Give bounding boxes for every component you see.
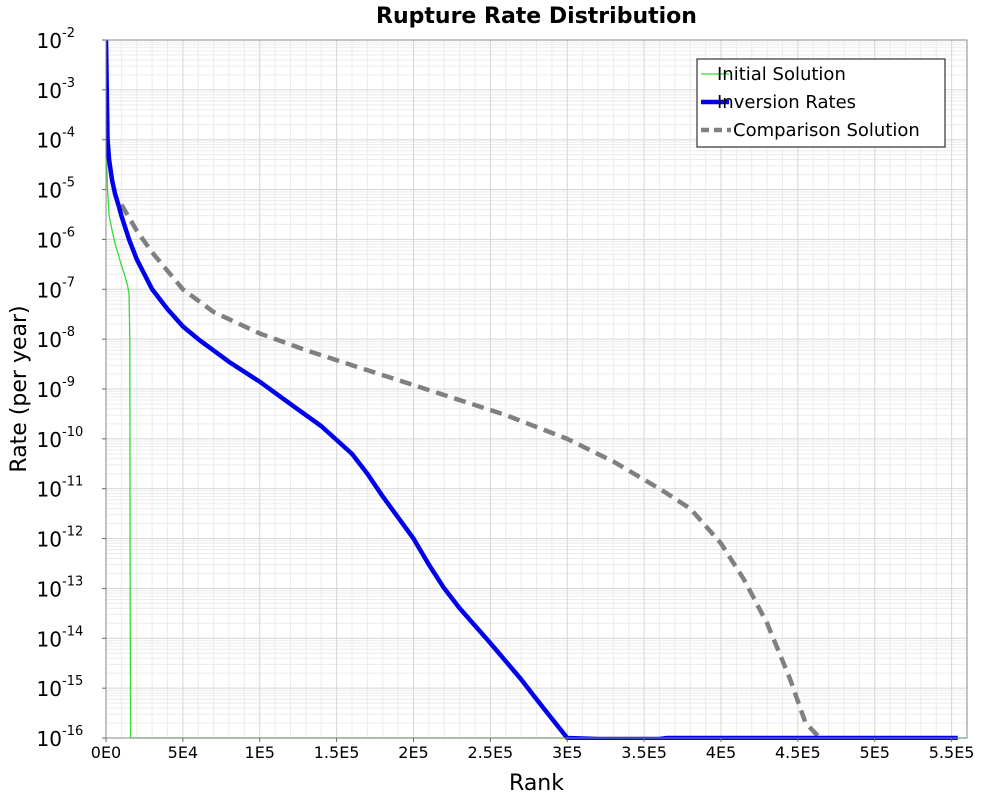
legend-label: Initial Solution	[717, 64, 846, 85]
y-tick-label: 10 -12	[37, 525, 84, 552]
y-tick-exponent: -13	[62, 574, 83, 589]
legend-item: Inversion Rates	[701, 92, 856, 113]
y-tick-label: 10 -11	[37, 475, 84, 502]
y-tick-exponent: -10	[62, 425, 83, 440]
x-tick-label: 5E4	[168, 743, 198, 762]
legend-item: Initial Solution	[701, 64, 846, 85]
series-line-initial-solution	[106, 139, 967, 739]
y-tick-base: 10	[37, 278, 62, 302]
y-tick-exponent: -3	[62, 76, 75, 91]
x-tick-label: 3.5E5	[621, 743, 667, 762]
major-gridlines	[105, 39, 967, 739]
y-tick-label: 10 -2	[37, 26, 75, 53]
y-tick-label: 10 -3	[37, 76, 75, 103]
y-tick-base: 10	[37, 478, 62, 502]
x-tick-label: 5E5	[860, 743, 890, 762]
y-tick-exponent: -12	[62, 525, 83, 540]
y-tick-exponent: -4	[62, 126, 75, 141]
y-tick-label: 10 -5	[37, 176, 75, 203]
y-tick-base: 10	[37, 228, 62, 252]
y-tick-base: 10	[37, 129, 62, 153]
x-tick-label: 2.5E5	[468, 743, 514, 762]
y-tick-label: 10 -14	[37, 624, 84, 651]
y-tick-base: 10	[37, 577, 62, 601]
y-tick-exponent: -5	[62, 176, 75, 191]
y-tick-exponent: -16	[62, 724, 83, 739]
x-tick-label: 4.5E5	[775, 743, 821, 762]
series-layer	[106, 39, 967, 740]
y-tick-label: 10 -16	[37, 724, 84, 751]
y-tick-label: 10 -15	[37, 674, 84, 701]
y-tick-label: 10 -4	[37, 126, 75, 153]
x-tick-label: 5.5E5	[929, 743, 975, 762]
y-tick-base: 10	[37, 528, 62, 552]
y-tick-exponent: -15	[62, 674, 83, 689]
x-tick-label: 0E0	[91, 743, 121, 762]
y-axis-label: Rate (per year)	[7, 305, 32, 472]
y-tick-label: 10 -13	[37, 574, 84, 601]
y-tick-label: 10 -6	[37, 225, 75, 252]
y-tick-exponent: -6	[62, 225, 75, 240]
y-tick-base: 10	[37, 179, 62, 203]
x-tick-label: 3E5	[552, 743, 582, 762]
y-tick-label: 10 -8	[37, 325, 75, 352]
y-tick-exponent: -14	[62, 624, 83, 639]
y-tick-base: 10	[37, 79, 62, 103]
y-tick-base: 10	[37, 378, 62, 402]
x-axis-label: Rank	[509, 771, 564, 796]
y-tick-base: 10	[37, 29, 62, 53]
legend-label: Inversion Rates	[717, 92, 856, 113]
legend-box	[696, 58, 946, 148]
series-line-inversion-rates	[106, 39, 958, 740]
legend-item: Comparison Solution	[701, 120, 920, 141]
legend: Initial Solution Inversion Rates Compariso…	[696, 58, 946, 148]
x-tick-label: 2E5	[398, 743, 428, 762]
y-tick-exponent: -8	[62, 325, 75, 340]
y-tick-label: 10 -7	[37, 275, 75, 302]
y-tick-base: 10	[37, 627, 62, 651]
x-axis-ticks: 0E0 5E4 1E5 1.5E5 2E5 2.5E5 3E5 3.5E5 4E5 4.5E5 5E…	[91, 738, 975, 762]
y-tick-exponent: -11	[62, 475, 83, 490]
y-tick-base: 10	[37, 727, 62, 751]
y-tick-exponent: -9	[62, 375, 75, 390]
chart-title: Rupture Rate Distribution	[376, 4, 697, 29]
series-line-comparison-solution	[119, 203, 860, 740]
y-tick-exponent: -2	[62, 26, 75, 41]
x-tick-label: 1.5E5	[314, 743, 360, 762]
x-tick-label: 1E5	[245, 743, 275, 762]
x-tick-label: 4E5	[706, 743, 736, 762]
y-tick-base: 10	[37, 428, 62, 452]
y-tick-exponent: -7	[62, 275, 75, 290]
y-tick-label: 10 -9	[37, 375, 75, 402]
y-tick-label: 10 -10	[37, 425, 84, 452]
legend-label: Comparison Solution	[733, 120, 920, 141]
y-tick-base: 10	[37, 328, 62, 352]
y-tick-base: 10	[37, 677, 62, 701]
